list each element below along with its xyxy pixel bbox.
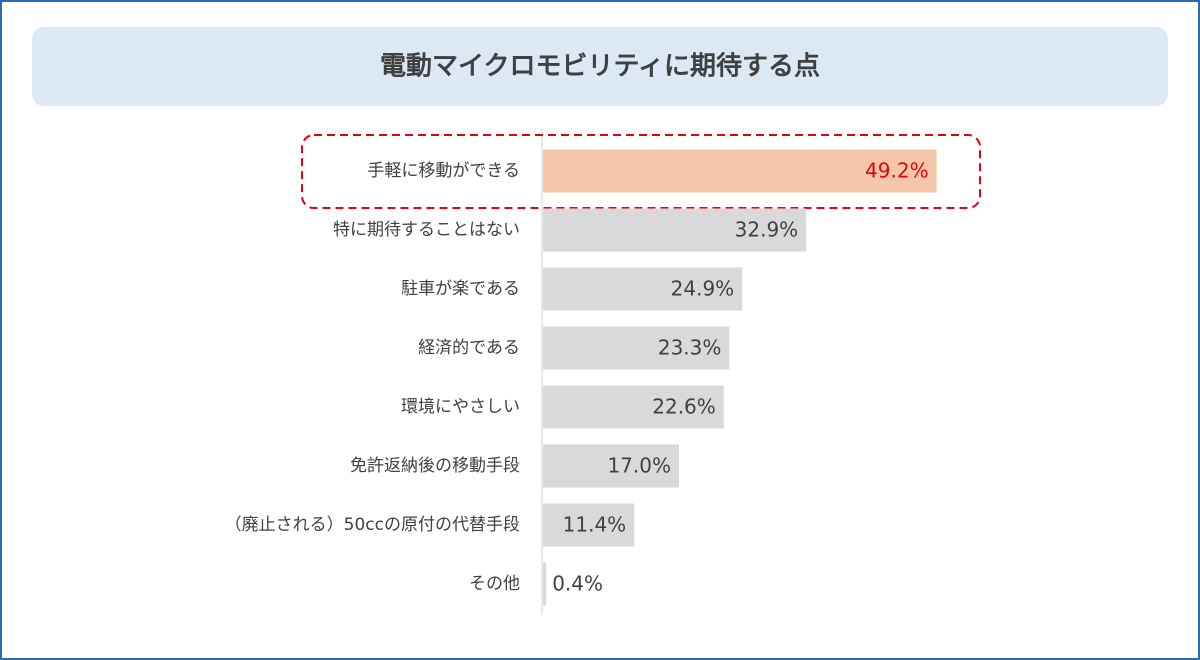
value-label: 22.6% xyxy=(652,395,716,419)
bar xyxy=(543,267,743,311)
highlight-box xyxy=(301,134,981,209)
category-label: 免許返納後の移動手段 xyxy=(350,456,520,476)
value-label: 11.4% xyxy=(563,513,627,537)
category-label: 手軽に移動ができる xyxy=(367,161,520,181)
bar xyxy=(543,503,635,547)
category-label: （廃止される）50ccの原付の代替手段 xyxy=(225,515,520,535)
value-label: 23.3% xyxy=(658,336,722,360)
value-label: 49.2% xyxy=(865,159,929,183)
bar xyxy=(543,149,937,193)
category-label: 経済的である xyxy=(418,338,520,358)
bar xyxy=(543,208,807,252)
bar xyxy=(543,385,724,429)
chart-title: 電動マイクロモビリティに期待する点 xyxy=(380,51,820,82)
value-label: 17.0% xyxy=(607,454,671,478)
bar xyxy=(543,444,679,488)
value-label: 32.9% xyxy=(735,218,799,242)
category-label: 特に期待することはない xyxy=(333,220,520,240)
category-label: 環境にやさしい xyxy=(401,397,520,417)
value-label: 24.9% xyxy=(671,277,735,301)
category-label: その他 xyxy=(469,574,520,594)
title-box xyxy=(32,27,1168,106)
category-label: 駐車が楽である xyxy=(401,279,520,299)
bar xyxy=(543,562,547,606)
value-label: 0.4% xyxy=(552,572,603,596)
bar xyxy=(543,326,730,370)
